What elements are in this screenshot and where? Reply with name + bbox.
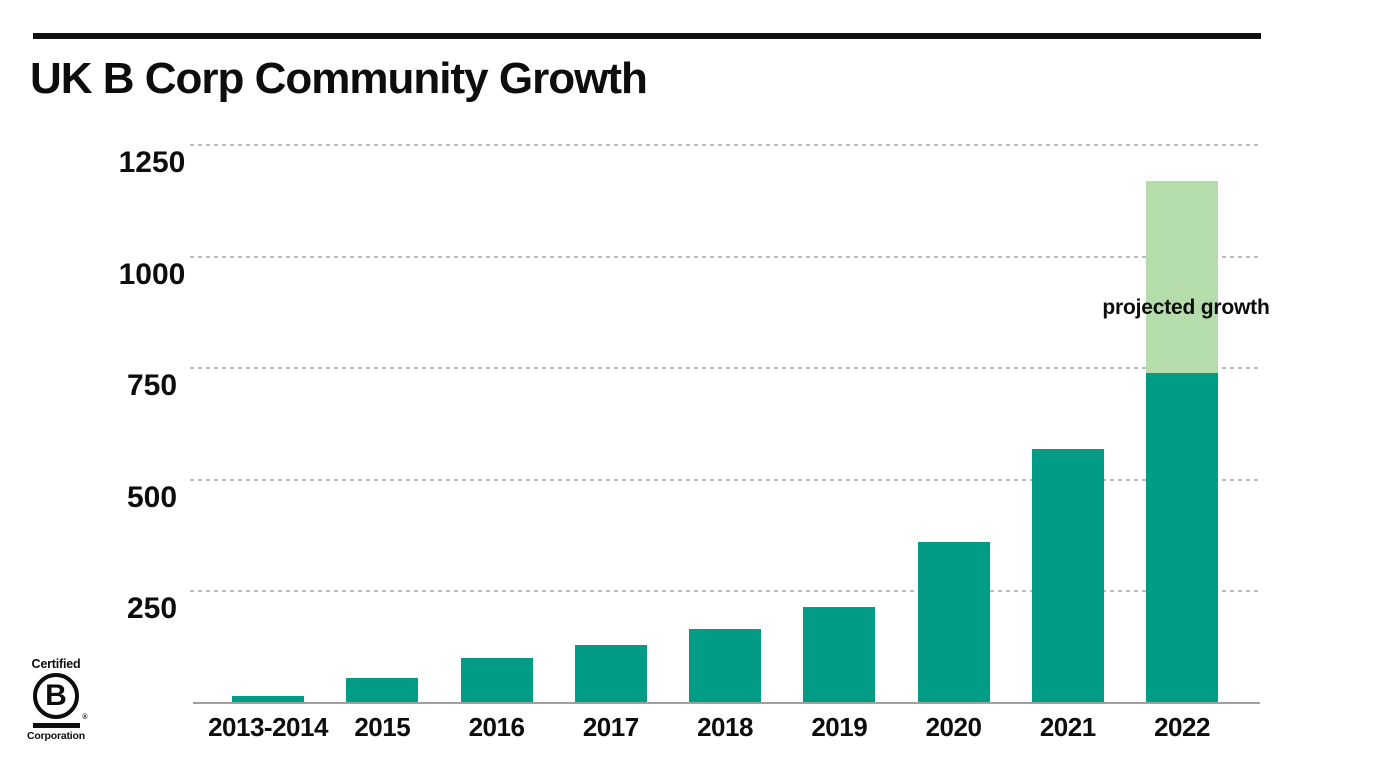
projected-growth-label: projected growth (1102, 296, 1270, 319)
gridline-500 (190, 478, 1258, 481)
bar-2020-actual (917, 542, 990, 703)
gridline-250 (190, 590, 1258, 593)
ytick-label-1250: 1250 (118, 146, 186, 179)
bcorp-circle-b-icon: B (33, 673, 79, 719)
gridline-1250 (190, 144, 1258, 146)
gridline-750 (190, 367, 1258, 370)
bcorp-logo: Certified B ® Corporation (27, 657, 88, 742)
xlabel-2020: 2020 (925, 712, 982, 742)
ytick-label-1000: 1000 (118, 257, 186, 291)
xlabel-2018: 2018 (697, 712, 753, 742)
ytick-label-250: 250 (126, 592, 178, 626)
xlabel-2017: 2017 (582, 712, 639, 742)
logo-certified-text: Certified (31, 657, 81, 671)
gridline-1000 (190, 255, 1258, 258)
bar-2015-actual (346, 678, 419, 703)
xlabel-2022: 2022 (1154, 712, 1210, 742)
bar-2017-actual (574, 644, 647, 703)
ytick-label-500: 500 (126, 480, 178, 514)
bar-2018-actual (689, 629, 761, 703)
bar-2016-actual (460, 658, 533, 703)
logo-b-letter: B (45, 679, 67, 712)
xlabel-2013-2014: 2013-2014 (208, 712, 328, 742)
logo-corporation-text: Corporation (27, 730, 85, 742)
bar-2022-projected (1146, 180, 1218, 373)
bar-2022-actual (1146, 372, 1218, 703)
registered-trademark-icon: ® (82, 714, 88, 721)
xlabel-2015: 2015 (354, 712, 411, 742)
chart-title: UK B Corp Community Growth (30, 54, 648, 103)
xlabel-2021: 2021 (1039, 712, 1096, 742)
bar-2013-2014-actual (232, 696, 304, 703)
bar-2019-actual (803, 607, 876, 703)
bar-2021-actual (1031, 448, 1104, 703)
x-axis-line (193, 702, 1260, 704)
xlabel-2019: 2019 (811, 712, 868, 742)
top-rule (33, 33, 1261, 39)
ytick-label-750: 750 (126, 369, 178, 403)
logo-underline-bar: ® (32, 714, 88, 728)
xlabel-2016: 2016 (468, 712, 525, 742)
